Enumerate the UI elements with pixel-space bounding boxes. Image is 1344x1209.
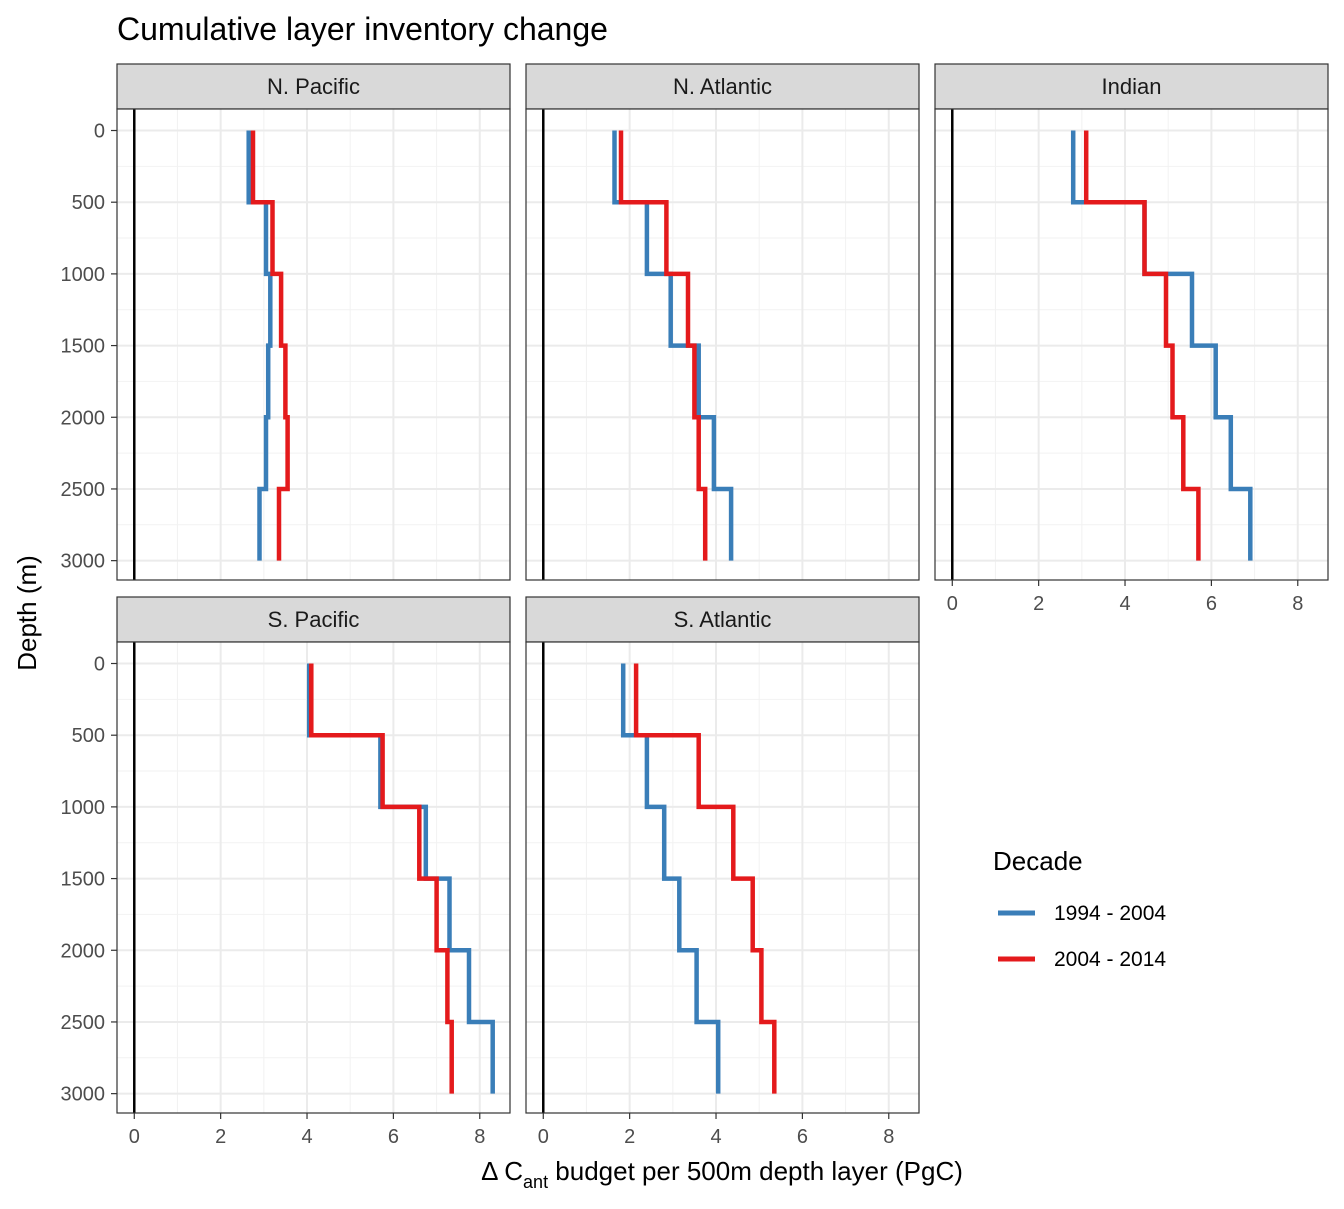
x-axis-title: Δ Cant budget per 500m depth layer (PgC)	[481, 1156, 963, 1192]
x-tick-label: 4	[301, 1126, 312, 1148]
x-axis-title-subscript: ant	[523, 1172, 548, 1192]
strip-n-atlantic	[525, 63, 920, 110]
y-tick-label: 2500	[61, 479, 106, 501]
legend: Decade 1994 - 2004 2004 - 2014	[993, 846, 1166, 971]
x-tick-label: 8	[883, 1126, 894, 1148]
x-tick-label: 0	[947, 593, 958, 615]
x-tick-label: 4	[710, 1126, 721, 1148]
y-tick-label: 500	[72, 192, 105, 214]
x-tick-label: 4	[1119, 593, 1130, 615]
x-axis-title-suffix: budget per 500m depth layer (PgC)	[548, 1156, 963, 1186]
series-line-s-pacific-2004-2014	[309, 663, 454, 1094]
y-tick-label: 3000	[61, 1084, 106, 1106]
strip-label-s-atlantic: S. Atlantic	[674, 607, 772, 632]
panel-s-pacific: S. Pacific 0 500 1000 1500 2000 2500 3000 0 2 4 6 8	[61, 596, 511, 1148]
strip-label-n-pacific: N. Pacific	[267, 74, 360, 99]
y-axis-title: Depth (m)	[12, 555, 42, 671]
panel-border-n-pacific	[116, 108, 511, 581]
series-line-n-atlantic-2004-2014	[618, 130, 708, 561]
panel-border-n-atlantic	[525, 108, 920, 581]
y-tick-label: 2500	[61, 1012, 106, 1034]
legend-label-1994-2004: 1994 - 2004	[1054, 902, 1166, 925]
panel-border-s-pacific	[116, 641, 511, 1114]
panel-background-n-atlantic	[526, 109, 919, 580]
y-tick-label: 3000	[61, 551, 106, 573]
legend-label-2004-2014: 2004 - 2014	[1054, 948, 1166, 971]
strip-label-s-pacific: S. Pacific	[268, 607, 360, 632]
y-tick-label: 0	[94, 654, 105, 676]
y-tick-label: 1000	[61, 264, 106, 286]
strip-label-indian: Indian	[1102, 74, 1162, 99]
series-line-indian-2004-2014	[1083, 130, 1201, 561]
chart-title: Cumulative layer inventory change	[117, 11, 608, 47]
x-tick-label: 6	[797, 1126, 808, 1148]
x-tick-label: 6	[1206, 593, 1217, 615]
strip-s-atlantic	[525, 596, 920, 643]
x-tick-label: 0	[538, 1126, 549, 1148]
x-tick-label: 2	[624, 1126, 635, 1148]
panel-n-pacific: N. Pacific 0 500 1000 1500 2000 2500 3000	[61, 63, 511, 581]
y-tick-label: 1000	[61, 797, 106, 819]
x-tick-label: 0	[129, 1126, 140, 1148]
x-tick-label: 8	[1292, 593, 1303, 615]
series-line-n-pacific-2004-2014	[250, 130, 290, 561]
strip-label-n-atlantic: N. Atlantic	[673, 74, 772, 99]
strip-n-pacific	[116, 63, 511, 110]
panel-n-atlantic: N. Atlantic	[525, 63, 920, 581]
series-line-s-atlantic-2004-2014	[633, 663, 777, 1094]
y-tick-label: 2000	[61, 407, 106, 429]
x-tick-label: 2	[215, 1126, 226, 1148]
x-tick-label: 6	[388, 1126, 399, 1148]
y-tick-label: 2000	[61, 940, 106, 962]
panel-border-s-atlantic	[525, 641, 920, 1114]
x-tick-label: 8	[474, 1126, 485, 1148]
strip-s-pacific	[116, 596, 511, 643]
panel-background-n-pacific	[117, 109, 510, 580]
panel-background-indian	[935, 109, 1328, 580]
panel-indian: Indian 0 2 4 6 8	[934, 63, 1329, 615]
y-tick-label: 1500	[61, 336, 106, 358]
y-tick-label: 500	[72, 725, 105, 747]
y-tick-label: 1500	[61, 869, 106, 891]
panel-s-atlantic: S. Atlantic 0 2 4 6 8	[525, 596, 920, 1148]
legend-title: Decade	[993, 846, 1083, 876]
panel-background-s-atlantic	[526, 642, 919, 1113]
y-tick-label: 0	[94, 121, 105, 143]
x-axis-title-prefix: Δ C	[481, 1156, 523, 1186]
x-tick-label: 2	[1033, 593, 1044, 615]
panel-border-indian	[934, 108, 1329, 581]
